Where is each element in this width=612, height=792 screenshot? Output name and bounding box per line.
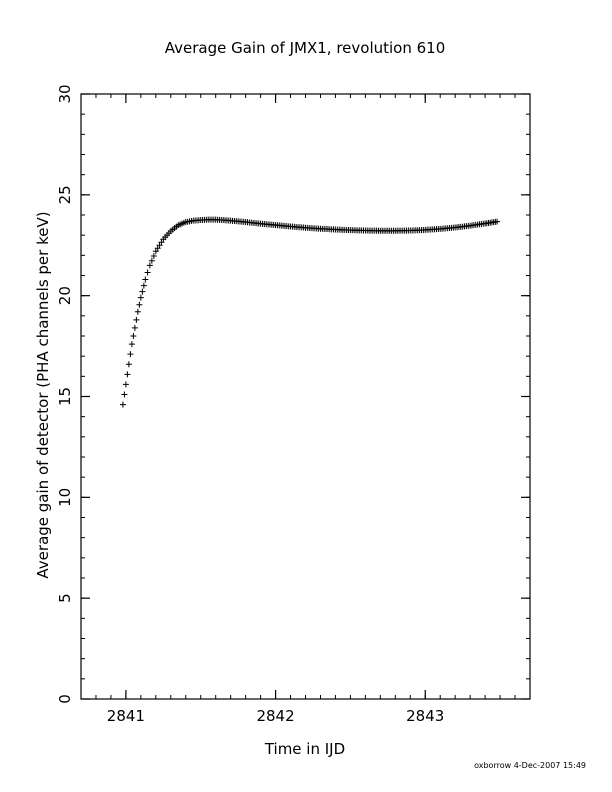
data-point	[122, 381, 129, 388]
data-point	[136, 301, 143, 308]
data-point	[128, 341, 135, 348]
y-tick-label: 5	[56, 593, 74, 603]
data-point	[131, 324, 138, 331]
data-point	[137, 294, 144, 301]
data-point	[125, 361, 132, 368]
data-point	[158, 239, 165, 246]
data-point	[127, 351, 134, 358]
x-tick-label: 2842	[256, 707, 294, 725]
data-point	[154, 245, 161, 252]
y-tick-label: 20	[56, 286, 74, 305]
data-point	[150, 253, 157, 260]
data-point	[139, 288, 146, 295]
data-point	[134, 308, 141, 315]
y-tick-label: 0	[56, 694, 74, 704]
x-tick-label: 2843	[406, 707, 444, 725]
y-tick-label: 25	[56, 185, 74, 204]
y-axis-label: Average gain of detector (PHA channels p…	[34, 211, 52, 578]
data-point	[140, 282, 147, 289]
plot-axes: 2841 2842 2843 0 5 10 15 20 25 30	[56, 84, 531, 725]
data-point	[156, 242, 163, 249]
data-point	[142, 276, 149, 283]
data-point	[130, 333, 137, 339]
data-point	[146, 262, 153, 269]
data-point	[119, 401, 126, 408]
plot-frame	[80, 93, 531, 700]
y-tick-label: 30	[56, 84, 74, 103]
y-tick-label: 10	[56, 488, 74, 507]
x-tick-label: 2841	[107, 707, 145, 725]
data-point	[148, 257, 155, 264]
data-point	[494, 218, 501, 225]
y-tick-label: 15	[56, 387, 74, 406]
data-point	[152, 248, 159, 255]
data-series	[119, 216, 501, 408]
data-point	[121, 391, 128, 398]
data-point	[133, 316, 140, 323]
footer-stamp: oxborrow 4-Dec-2007 15:49	[474, 761, 586, 770]
data-point	[144, 269, 151, 276]
x-axis-label: Time in IJD	[264, 740, 345, 758]
data-point	[124, 371, 131, 378]
chart-title: Average Gain of JMX1, revolution 610	[165, 39, 446, 57]
